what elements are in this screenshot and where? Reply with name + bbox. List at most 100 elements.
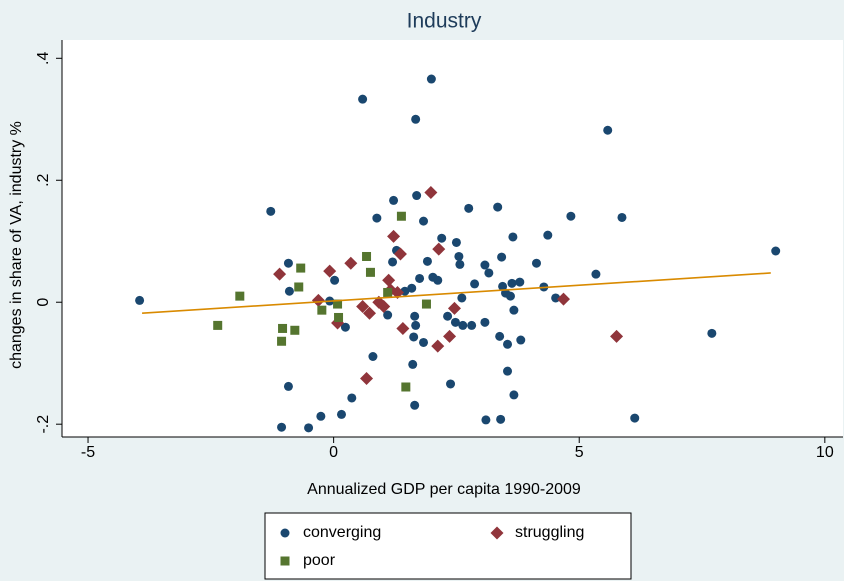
point [496, 414, 506, 424]
point [464, 203, 474, 213]
point [411, 320, 421, 330]
chart-title: Industry [407, 10, 482, 33]
point [508, 232, 518, 242]
point [213, 320, 223, 330]
point [566, 211, 576, 221]
point [316, 411, 326, 421]
point [410, 311, 420, 321]
y-tick-label: .4 [35, 52, 52, 65]
point [396, 321, 410, 335]
point [340, 322, 350, 332]
x-tick-label: 5 [575, 444, 584, 461]
point [610, 329, 624, 343]
plot-area [62, 40, 843, 437]
point [411, 114, 421, 124]
point [235, 291, 245, 301]
point [383, 287, 393, 297]
point [388, 257, 398, 267]
point [409, 332, 419, 342]
point [277, 422, 287, 432]
point [330, 275, 340, 285]
point [356, 299, 370, 313]
point [382, 273, 396, 287]
point [396, 211, 406, 221]
point [304, 423, 314, 433]
point [296, 263, 306, 273]
point [333, 299, 343, 309]
point [437, 233, 447, 243]
point [432, 242, 446, 256]
point [557, 292, 571, 306]
point [497, 252, 507, 262]
point [278, 323, 288, 333]
x-axis-label: Annualized GDP per capita 1990-2009 [307, 481, 581, 498]
point [481, 415, 491, 425]
legend-marker [280, 528, 290, 538]
point [551, 293, 561, 303]
point [484, 268, 494, 278]
point [543, 230, 553, 240]
point [455, 259, 465, 269]
point [431, 339, 445, 353]
point [410, 400, 420, 410]
point [368, 352, 378, 362]
point [415, 273, 425, 283]
point [290, 325, 300, 335]
point [412, 191, 422, 201]
point [498, 281, 508, 291]
point [516, 335, 526, 345]
point [390, 285, 404, 299]
point [447, 301, 461, 315]
point [362, 306, 376, 320]
point [360, 371, 374, 385]
point [377, 299, 391, 313]
point [446, 379, 456, 389]
point [323, 264, 337, 278]
x-tick-label: 10 [816, 444, 834, 461]
legend-marker [490, 526, 504, 540]
fit-line [142, 272, 771, 315]
legend-marker [280, 556, 290, 566]
point [443, 311, 453, 321]
point [493, 202, 503, 212]
point [424, 185, 438, 199]
point [451, 237, 461, 247]
point [771, 246, 781, 256]
point [273, 267, 287, 281]
point [480, 260, 490, 270]
point [389, 195, 399, 205]
point [336, 409, 346, 419]
point [443, 329, 457, 343]
point [347, 393, 357, 403]
legend [264, 512, 632, 580]
point [505, 291, 515, 301]
point [433, 275, 443, 285]
point [630, 413, 640, 423]
point [372, 213, 382, 223]
legend-label: converging [303, 524, 381, 541]
point [277, 336, 287, 346]
point [422, 256, 432, 266]
point [419, 216, 429, 226]
point [503, 339, 513, 349]
point [617, 212, 627, 222]
point [358, 94, 368, 104]
point [515, 277, 525, 287]
point [311, 293, 325, 307]
y-axis-label: changes in share of VA, industry % [8, 121, 25, 369]
point [480, 317, 490, 327]
point [284, 286, 294, 296]
point [387, 229, 401, 243]
point [507, 278, 517, 288]
point [450, 317, 460, 327]
point [393, 247, 407, 261]
point [495, 331, 505, 341]
point [334, 312, 344, 322]
point [531, 258, 541, 268]
point [503, 366, 513, 376]
point [317, 305, 327, 315]
y-tick-label: -.2 [35, 415, 52, 434]
point [467, 320, 477, 330]
point [283, 381, 293, 391]
point [458, 320, 468, 330]
